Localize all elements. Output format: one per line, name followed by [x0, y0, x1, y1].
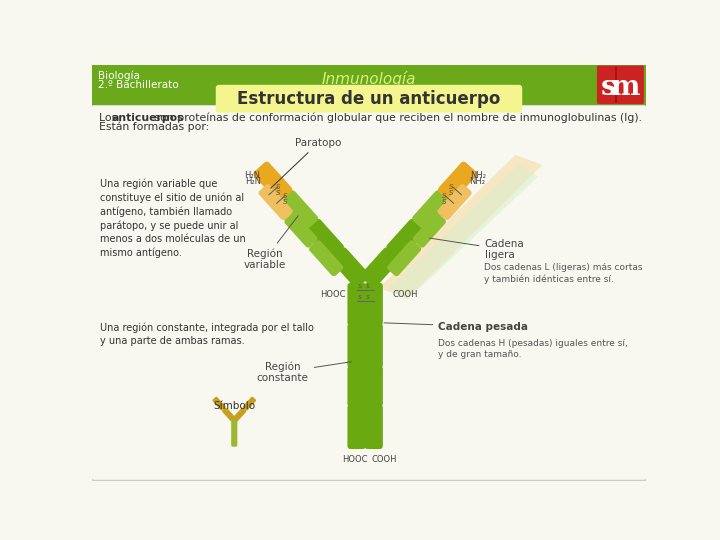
- FancyBboxPatch shape: [348, 404, 366, 449]
- Text: 2.º Bachillerato: 2.º Bachillerato: [98, 80, 179, 90]
- FancyBboxPatch shape: [91, 105, 647, 481]
- Text: Dos cadenas L (ligeras) más cortas
y también idénticas entre sí.: Dos cadenas L (ligeras) más cortas y tam…: [485, 264, 643, 284]
- FancyBboxPatch shape: [413, 213, 446, 248]
- Text: Biología: Biología: [98, 71, 140, 82]
- Text: Región
constante: Región constante: [257, 361, 351, 383]
- FancyBboxPatch shape: [348, 283, 366, 326]
- Text: H₂N: H₂N: [245, 171, 261, 180]
- Text: S: S: [283, 193, 288, 199]
- FancyBboxPatch shape: [284, 213, 318, 248]
- Text: Paratopo: Paratopo: [271, 138, 341, 188]
- Text: S  S: S S: [359, 284, 370, 289]
- FancyBboxPatch shape: [222, 408, 235, 422]
- FancyBboxPatch shape: [253, 161, 292, 202]
- Text: Dos cadenas H (pesadas) iguales entre sí,
y de gran tamaño.: Dos cadenas H (pesadas) iguales entre sí…: [438, 339, 628, 359]
- Text: Están formadas por:: Están formadas por:: [99, 122, 209, 132]
- Text: son proteínas de conformación globular que reciben el nombre de inmunoglobulinas: son proteínas de conformación globular q…: [151, 112, 642, 123]
- Text: s: s: [600, 73, 616, 100]
- Text: Estructura de un anticuerpo: Estructura de un anticuerpo: [238, 90, 500, 107]
- FancyBboxPatch shape: [243, 397, 256, 410]
- FancyBboxPatch shape: [231, 419, 238, 447]
- Text: m: m: [611, 73, 640, 100]
- Text: Región
variable: Región variable: [244, 216, 298, 270]
- FancyBboxPatch shape: [305, 219, 344, 259]
- Text: S: S: [276, 190, 280, 196]
- Text: S: S: [276, 184, 280, 190]
- Text: S: S: [441, 193, 446, 199]
- Text: anticuerpos: anticuerpos: [111, 112, 184, 123]
- Bar: [616, 67, 617, 103]
- Text: Símbolo: Símbolo: [213, 401, 256, 411]
- Text: S: S: [449, 190, 454, 196]
- FancyBboxPatch shape: [364, 404, 383, 449]
- Text: H₂N: H₂N: [245, 177, 261, 186]
- FancyBboxPatch shape: [364, 283, 383, 326]
- FancyBboxPatch shape: [364, 323, 383, 368]
- FancyBboxPatch shape: [361, 247, 400, 288]
- Text: Inmunología: Inmunología: [322, 71, 416, 86]
- Text: COOH: COOH: [372, 455, 397, 464]
- FancyBboxPatch shape: [437, 184, 472, 220]
- FancyBboxPatch shape: [279, 190, 318, 231]
- FancyBboxPatch shape: [258, 184, 293, 220]
- Polygon shape: [379, 155, 542, 298]
- FancyBboxPatch shape: [233, 408, 246, 422]
- Bar: [92, 65, 647, 105]
- FancyBboxPatch shape: [216, 85, 522, 112]
- Text: S  S: S S: [359, 295, 370, 300]
- FancyBboxPatch shape: [387, 240, 421, 276]
- Text: S: S: [441, 199, 446, 205]
- Text: NH₂: NH₂: [469, 177, 485, 186]
- FancyBboxPatch shape: [597, 65, 644, 104]
- Text: Una región constante, integrada por el tallo
y una parte de ambas ramas.: Una región constante, integrada por el t…: [99, 323, 313, 347]
- Text: COOH: COOH: [392, 291, 418, 299]
- Text: Los: Los: [99, 112, 120, 123]
- FancyBboxPatch shape: [438, 161, 477, 202]
- Text: Cadena pesada: Cadena pesada: [384, 322, 528, 332]
- Text: S: S: [449, 184, 454, 190]
- FancyBboxPatch shape: [364, 366, 383, 407]
- FancyBboxPatch shape: [387, 219, 426, 259]
- FancyBboxPatch shape: [330, 247, 369, 288]
- Text: NH₂: NH₂: [469, 171, 486, 180]
- FancyBboxPatch shape: [309, 240, 343, 276]
- Text: S: S: [283, 199, 288, 205]
- Text: Una región variable que
constituye el sitio de unión al
antígeno, también llamad: Una región variable que constituye el si…: [99, 179, 246, 258]
- FancyBboxPatch shape: [348, 366, 366, 407]
- Polygon shape: [388, 165, 539, 300]
- Text: HOOC: HOOC: [343, 455, 368, 464]
- FancyBboxPatch shape: [412, 190, 451, 231]
- Text: Cadena
ligera: Cadena ligera: [429, 238, 524, 260]
- FancyBboxPatch shape: [348, 323, 366, 368]
- FancyBboxPatch shape: [212, 397, 225, 410]
- Text: HOOC: HOOC: [320, 291, 346, 299]
